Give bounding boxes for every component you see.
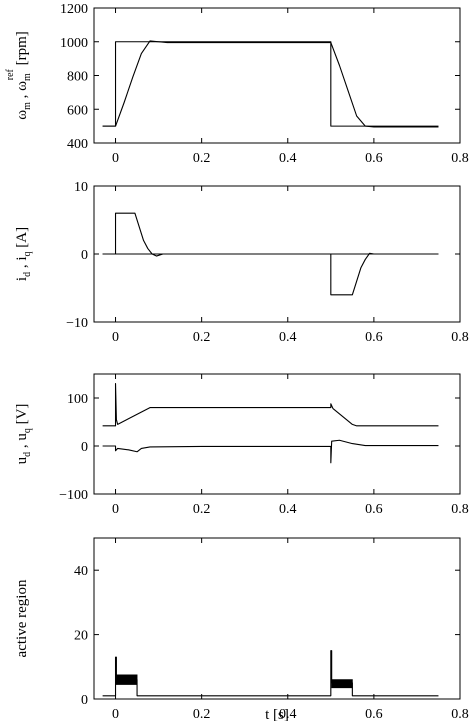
x-tick-label: 0.4	[279, 151, 297, 166]
chart-panel-1: 0 0.2 0.4 0.6 0.8 400 600 800 1000 1200 ωm , ωmref…	[5, 2, 469, 166]
x-tick-label: 0.4	[279, 502, 297, 517]
x-tick-label: 0.8	[451, 707, 469, 721]
series-3-band	[331, 679, 353, 689]
y-tick-label: −10	[66, 316, 88, 331]
y-axis-label: ωm , ωmref [rpm]	[5, 31, 33, 120]
x-tick-label: 0.8	[451, 502, 469, 517]
y-tick-label: 1200	[60, 2, 88, 17]
series-1-line	[102, 383, 439, 427]
chart-panel-4: 0 0.2 0.4 0.6 0.8 0 20 40 active region t [s]	[14, 537, 469, 721]
x-tick-label: 0.2	[193, 502, 211, 517]
x-tick-label: 0	[112, 707, 119, 721]
series-1-line	[102, 650, 439, 697]
x-tick-label: 0.8	[451, 330, 469, 345]
y-tick-label: −100	[59, 488, 88, 503]
x-tick-label: 0.2	[193, 151, 211, 166]
x-tick-label: 0	[112, 502, 119, 517]
x-tick-label: 0.8	[451, 151, 469, 166]
y-axis-label: active region	[14, 579, 30, 657]
y-tick-label: 0	[81, 248, 88, 263]
plot-frame	[93, 537, 461, 700]
y-tick-label: 1000	[60, 36, 88, 51]
y-tick-label: 0	[81, 693, 88, 708]
x-tick-label: 0.4	[279, 330, 297, 345]
series-2-line	[102, 40, 439, 128]
series-2-line	[102, 439, 439, 464]
x-tick-label: 0.2	[193, 707, 211, 721]
y-tick-label: 40	[74, 564, 88, 579]
x-tick-label: 0.4	[279, 707, 297, 721]
x-tick-label: 0.6	[365, 707, 383, 721]
x-tick-label: 0	[112, 151, 119, 166]
y-tick-label: 600	[67, 103, 88, 118]
x-tick-label: 0	[112, 330, 119, 345]
plot-frame	[93, 7, 461, 144]
y-tick-label: 10	[74, 180, 88, 195]
x-axis-label: t [s]	[265, 707, 289, 721]
y-tick-label: 400	[67, 137, 88, 152]
x-tick-label: 0.6	[365, 330, 383, 345]
chart-panel-3: 0 0.2 0.4 0.6 0.8 −100 0 100 ud , uq [V]	[14, 373, 469, 517]
y-axis-label: ud , uq [V]	[14, 404, 33, 465]
series-2-line	[102, 212, 439, 296]
chart-panel-2: 0 0.2 0.4 0.6 0.8 −10 0 10 id , iq [A]	[14, 180, 469, 345]
x-tick-label: 0.2	[193, 330, 211, 345]
x-tick-label: 0.6	[365, 151, 383, 166]
y-tick-label: 20	[74, 629, 88, 644]
y-tick-label: 0	[81, 440, 88, 455]
series-1-line	[102, 41, 439, 127]
y-tick-label: 800	[67, 70, 88, 85]
series-2-band	[115, 674, 138, 685]
y-axis-label: id , iq [A]	[14, 227, 33, 281]
x-tick-label: 0.6	[365, 502, 383, 517]
y-tick-label: 100	[67, 392, 88, 407]
plot-frame	[93, 373, 461, 495]
